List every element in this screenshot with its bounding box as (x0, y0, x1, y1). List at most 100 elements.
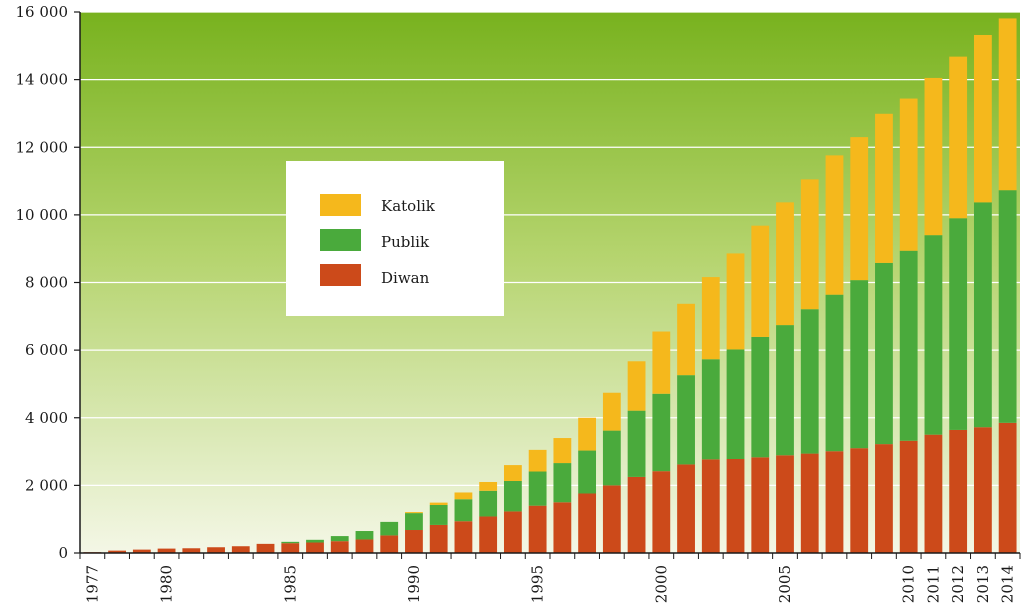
bar-katolik-1992 (454, 492, 473, 500)
bar-diwan-2005 (776, 455, 794, 553)
bar-diwan-1989 (380, 535, 399, 553)
bar-diwan-1997 (578, 493, 597, 553)
bar-diwan-2010 (899, 440, 918, 553)
bar-publik-1988 (355, 531, 374, 540)
bar-diwan-1995 (528, 505, 547, 553)
bar-diwan-1986 (306, 542, 324, 553)
y-tick-label: 8 000 (25, 274, 68, 292)
legend-label-diwan: Diwan (381, 269, 430, 287)
bar-katolik-1990 (405, 512, 423, 514)
gridlines (80, 11, 1020, 486)
bar-publik-2007 (825, 294, 844, 452)
bar-publik-2005 (776, 325, 794, 456)
x-tick-label: 1980 (158, 565, 176, 603)
bar-katolik-1996 (553, 438, 572, 464)
bar-diwan-2009 (875, 444, 893, 553)
bar-diwan-2002 (701, 459, 720, 553)
bar-publik-1985 (281, 541, 300, 544)
bar-diwan-2006 (800, 453, 819, 553)
legend-swatch-publik (320, 229, 361, 251)
bar-publik-2006 (800, 309, 819, 454)
bar-katolik-2014 (998, 18, 1017, 191)
bar-katolik-2013 (973, 34, 992, 203)
bar-publik-1987 (330, 536, 349, 542)
bar-diwan-1980 (157, 548, 176, 553)
bar-katolik-1993 (479, 481, 498, 491)
x-tick-label: 2010 (900, 565, 918, 603)
y-tick-label: 12 000 (16, 138, 69, 156)
bar-publik-1997 (578, 450, 597, 494)
bar-katolik-2011 (924, 77, 943, 236)
legend-swatch-katolik (320, 194, 361, 216)
bar-publik-1986 (306, 539, 324, 543)
bar-publik-2010 (899, 250, 918, 441)
bar-katolik-1999 (627, 361, 646, 411)
bar-katolik-2002 (701, 277, 720, 360)
bar-diwan-1991 (429, 524, 448, 553)
bar-katolik-2001 (677, 303, 695, 376)
bar-publik-1991 (429, 504, 448, 525)
bar-katolik-2003 (726, 253, 745, 350)
bar-diwan-2012 (949, 429, 968, 553)
bar-katolik-1998 (602, 392, 621, 431)
bar-diwan-1990 (405, 530, 423, 553)
bar-publik-1999 (627, 410, 646, 477)
legend-label-publik: Publik (381, 233, 430, 251)
bar-diwan-2014 (998, 422, 1017, 553)
bar-diwan-1988 (355, 539, 374, 553)
bar-diwan-1993 (479, 516, 498, 553)
bar-katolik-1994 (503, 465, 522, 481)
y-axis: 0 2 000 4 000 6 000 8 000 10 000 12 000 14 000 1… (16, 3, 81, 562)
bar-diwan-2011 (924, 434, 943, 553)
x-tick-label: 2005 (776, 565, 794, 603)
bar-diwan-2007 (825, 451, 844, 553)
legend-swatch-diwan (320, 264, 361, 286)
x-tick-label: 1995 (529, 565, 547, 603)
bar-katolik-2007 (825, 155, 844, 295)
bar-diwan-1998 (602, 485, 621, 554)
bar-publik-2001 (677, 375, 695, 465)
x-tick-label: 2011 (924, 565, 942, 603)
bar-diwan-2000 (652, 471, 671, 553)
bar-publik-2004 (751, 336, 770, 458)
bar-katolik-2012 (949, 56, 968, 219)
bar-diwan-2003 (726, 459, 745, 553)
bar-diwan-1983 (231, 546, 250, 553)
x-tick-label: 2014 (999, 565, 1017, 603)
bar-katolik-1997 (578, 417, 597, 451)
bar-publik-2014 (998, 190, 1017, 423)
bar-katolik-2010 (899, 98, 918, 251)
bar-katolik-2008 (850, 137, 869, 281)
y-tick-label: 10 000 (16, 206, 69, 224)
bar-publik-2013 (973, 202, 992, 428)
bar-diwan-1982 (207, 547, 225, 553)
bar-publik-1989 (380, 521, 399, 536)
bar-katolik-2004 (751, 225, 770, 337)
legend: Katolik Publik Diwan (286, 161, 504, 316)
legend-label-katolik: Katolik (381, 197, 436, 215)
x-tick-label: 1985 (281, 565, 299, 603)
y-tick-label: 16 000 (16, 3, 69, 21)
bar-publik-2009 (875, 262, 893, 445)
bar-diwan-1978 (108, 550, 127, 553)
bars (83, 18, 1017, 554)
x-tick-label: 1990 (405, 565, 423, 603)
x-tick-label: 2012 (949, 565, 967, 603)
bar-katolik-2009 (875, 113, 893, 263)
x-tick-label: 1977 (83, 565, 101, 603)
bar-diwan-1996 (553, 502, 572, 553)
bar-diwan-1984 (256, 543, 275, 553)
bar-publik-1995 (528, 471, 547, 506)
bar-publik-2011 (924, 235, 943, 435)
bar-publik-1996 (553, 463, 572, 503)
bar-publik-2008 (850, 280, 869, 449)
bar-katolik-2000 (652, 331, 671, 394)
bar-publik-1992 (454, 499, 473, 522)
bar-katolik-2006 (800, 179, 819, 310)
y-tick-label: 0 (58, 544, 68, 562)
bar-publik-1993 (479, 490, 498, 517)
y-tick-label: 14 000 (16, 71, 69, 89)
x-axis: 1977 1980 1985 1990 1995 2000 2005 2010 2011 2012… (79, 552, 1021, 603)
bar-diwan-2013 (973, 427, 992, 553)
